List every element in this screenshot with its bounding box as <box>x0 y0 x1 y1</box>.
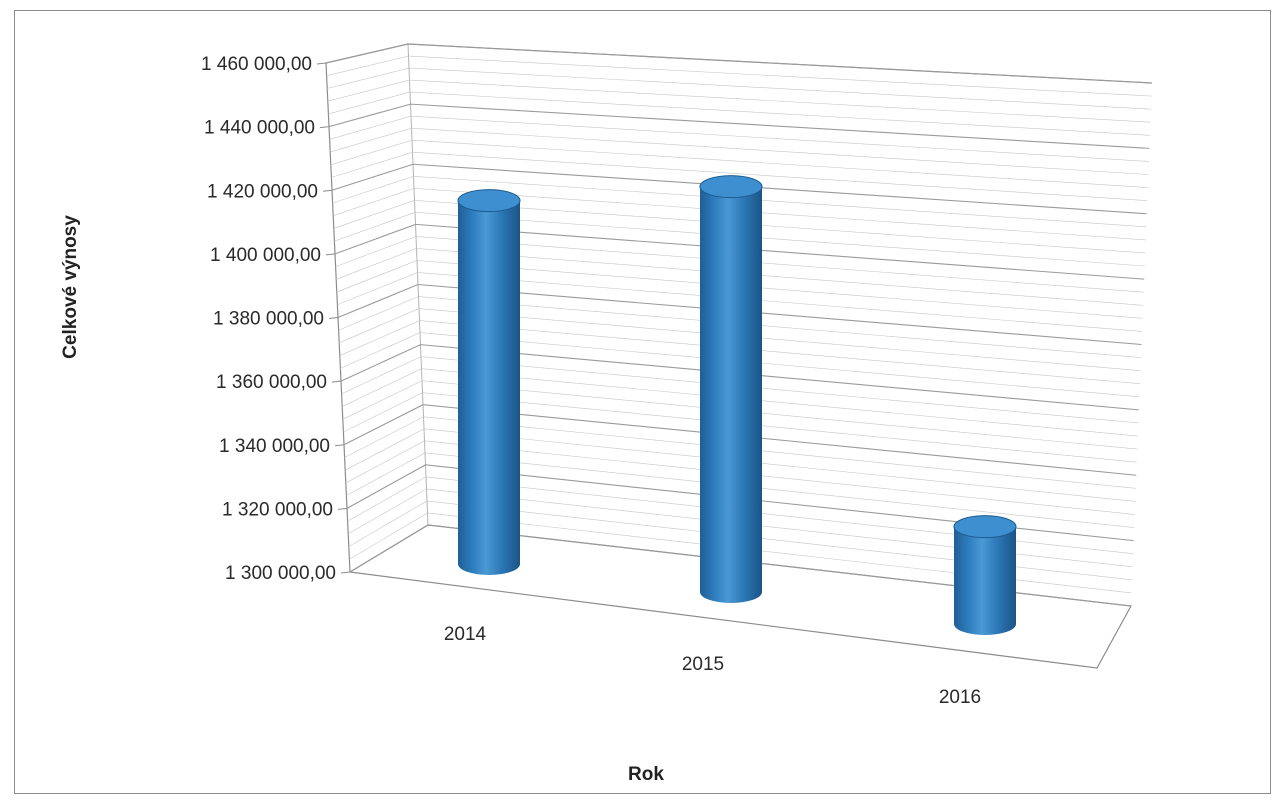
y-tick-mark <box>337 507 348 510</box>
y-tick-mark <box>325 253 336 256</box>
minor-gridline <box>333 187 1146 241</box>
minor-gridline <box>344 416 1136 489</box>
minor-gridline <box>349 512 1132 594</box>
y-axis-ticks: 1 300 000,00 1 320 000,00 1 340 000,00 1 36… <box>201 54 351 584</box>
y-tick-label: 1 340 000,00 <box>219 436 330 457</box>
y-tick-mark <box>322 189 333 192</box>
major-gridline <box>337 283 1142 346</box>
minor-gridline <box>333 200 1146 254</box>
major-gridline <box>334 223 1145 280</box>
bars <box>457 175 1017 635</box>
x-tick-label: 2014 <box>444 624 487 645</box>
y-tick-mark <box>331 380 342 383</box>
minor-gridline <box>336 260 1143 319</box>
minor-gridline <box>341 356 1139 424</box>
minor-gridline <box>340 332 1140 398</box>
major-gridline <box>346 464 1134 542</box>
x-axis-title: Rok <box>628 764 664 785</box>
minor-gridline <box>338 296 1142 358</box>
minor-gridline <box>348 488 1133 568</box>
bar-body <box>954 526 1016 635</box>
major-gridline <box>331 163 1147 215</box>
major-gridline <box>328 103 1150 149</box>
major-gridline <box>343 404 1137 476</box>
bar-body <box>458 200 520 575</box>
minor-gridline <box>347 476 1134 554</box>
minor-gridline <box>346 452 1135 528</box>
y-tick-label: 1 440 000,00 <box>204 118 315 139</box>
minor-gridline <box>331 151 1148 201</box>
y-axis-title: Celkové výnosy <box>60 215 81 359</box>
minor-gridline <box>337 272 1143 332</box>
minor-gridline <box>339 308 1141 371</box>
minor-gridline <box>327 67 1151 110</box>
minor-gridline <box>335 236 1144 293</box>
bar-top <box>457 189 521 213</box>
y-tick-mark <box>328 317 339 319</box>
minor-gridline <box>330 139 1148 188</box>
minor-gridline <box>328 91 1150 136</box>
minor-gridline <box>332 175 1147 228</box>
bar-2015 <box>699 175 763 603</box>
minor-gridline <box>345 440 1135 515</box>
x-tick-label: 2015 <box>682 654 724 675</box>
bar-top <box>699 175 763 199</box>
minor-gridline <box>326 55 1152 97</box>
y-tick-mark <box>334 444 345 447</box>
minor-gridline <box>334 212 1145 267</box>
x-axis-ticks: 2014 2015 2016 <box>444 624 981 708</box>
major-gridline <box>340 344 1139 411</box>
minor-gridline <box>343 392 1137 463</box>
minor-gridline <box>327 79 1151 123</box>
y-tick-label: 1 400 000,00 <box>210 245 321 266</box>
major-gridline <box>349 524 1132 607</box>
minor-gridline <box>336 248 1144 306</box>
minor-gridline <box>339 320 1140 385</box>
x-tick-label: 2016 <box>939 687 981 708</box>
y-tick-label: 1 320 000,00 <box>222 499 333 520</box>
minor-gridline <box>345 428 1136 502</box>
bar-2014 <box>457 189 521 575</box>
minor-gridline <box>342 368 1138 437</box>
y-tick-label: 1 420 000,00 <box>207 181 318 202</box>
bar-2016 <box>953 515 1017 635</box>
y-tick-mark <box>319 126 330 129</box>
major-gridline <box>325 43 1153 84</box>
y-tick-label: 1 300 000,00 <box>225 563 336 584</box>
gridlines <box>325 43 1153 607</box>
y-tick-label: 1 360 000,00 <box>216 372 327 393</box>
bar-body <box>700 186 762 603</box>
bar-top <box>953 515 1017 539</box>
minor-gridline <box>342 380 1138 450</box>
y-tick-mark <box>316 62 327 65</box>
minor-gridline <box>330 127 1149 175</box>
y-tick-label: 1 460 000,00 <box>201 54 312 75</box>
y-tick-mark <box>340 571 351 574</box>
minor-gridline <box>329 115 1149 162</box>
minor-gridline <box>348 500 1133 581</box>
y-tick-label: 1 380 000,00 <box>213 309 324 330</box>
